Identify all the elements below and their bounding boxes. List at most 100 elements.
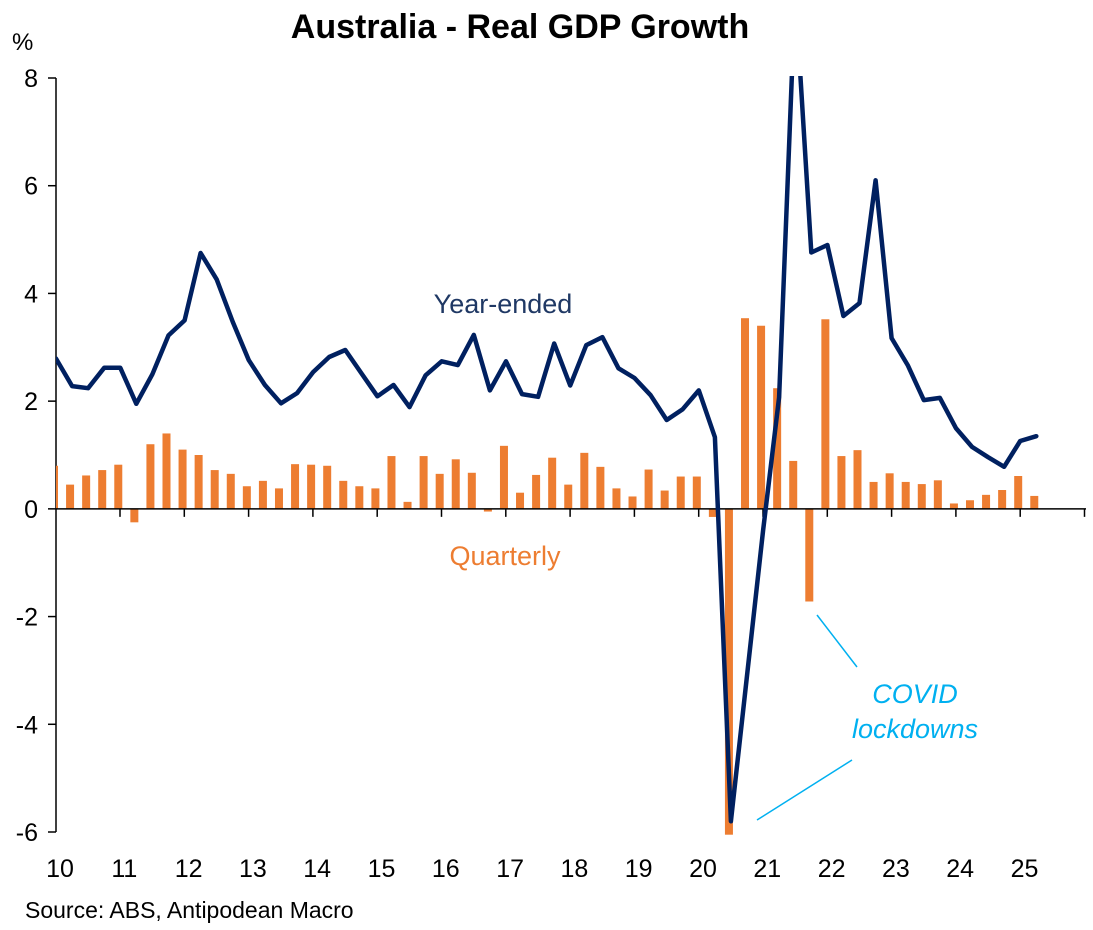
y-tick-label: 4 [24,280,38,308]
quarterly-bar [949,503,958,509]
quarterly-bar [821,319,830,509]
quarterly-bar [419,456,428,509]
quarterly-bar [82,475,91,509]
quarterly-bar [451,459,460,509]
y-axis: 8 6 4 2 0 -2 -4 -6 [16,65,57,847]
quarterly-bar [162,433,171,509]
quarterly-bar [403,501,412,509]
x-tick-label: 16 [432,855,460,883]
x-tick-label: 22 [818,855,846,883]
y-tick-label: 0 [24,496,38,524]
x-axis: 10 11 12 13 14 15 16 17 18 19 20 21 22 23 24 25 [46,508,1086,883]
quarterly-bar [307,464,316,509]
quarterly-bar [869,481,878,509]
x-tick-label: 11 [111,855,137,883]
quarterly-bar [516,492,525,509]
quarterly-bar [1014,476,1023,509]
quarterly-bar [965,500,974,509]
quarterly-bar [564,484,573,509]
y-tick-label: 8 [24,65,38,93]
quarterly-bar [291,464,300,509]
quarterly-bar [146,444,155,509]
chart-title: Australia - Real GDP Growth [291,8,749,46]
quarterly-bar [724,508,733,835]
quarterly-bar [580,452,589,509]
quarterly-bar [258,480,267,509]
quarterly-bar [114,464,123,509]
quarterly-bar [708,508,717,517]
quarterly-bar [323,465,332,509]
quarterly-bar [532,474,541,509]
quarterly-bar [757,325,766,509]
quarterly-bar [628,496,637,509]
quarterly-bar [1030,495,1039,509]
x-tick-label: 20 [689,855,717,883]
quarterly-bar [178,449,187,509]
x-tick-label: 12 [175,855,203,883]
source-note: Source: ABS, Antipodean Macro [25,897,354,923]
quarterly-bar [499,445,508,509]
x-tick-label: 15 [368,855,396,883]
y-tick-label: 2 [24,388,38,416]
quarterly-bar [692,476,701,509]
quarterly-bar [210,470,219,509]
quarterly-bar [274,488,283,509]
quarterly-bar [98,470,107,509]
quarterly-label: Quarterly [449,541,561,571]
quarterly-bar [644,469,653,509]
x-tick-label: 13 [239,855,267,883]
quarterly-bar [837,456,846,509]
x-tick-label: 25 [1011,855,1039,883]
covid-annotation-leader-1 [816,614,858,668]
quarterly-bar [901,481,910,509]
y-tick-label: -6 [16,819,38,847]
quarterly-bar [789,460,798,509]
quarterly-bar [355,486,364,509]
year-ended-line [56,76,1039,824]
quarterly-bar [998,490,1007,509]
y-tick-label: -4 [16,711,38,739]
x-tick-label: 18 [560,855,588,883]
quarterly-bar [130,508,139,523]
quarterly-bar [194,455,203,509]
quarterly-bar [660,490,669,509]
quarterly-bar [982,494,991,509]
quarterly-bar [435,473,444,509]
x-tick-label: 10 [46,855,74,883]
x-tick-label: 19 [625,855,653,883]
quarterly-bar [387,456,396,509]
quarterly-bar [853,450,862,509]
covid-annotation-line2: lockdowns [852,714,978,744]
quarterly-bar [612,488,621,509]
year-ended-label: Year-ended [434,289,573,319]
covid-annotation-line1: COVID [872,679,958,709]
quarterly-bar [548,457,557,509]
x-tick-label: 23 [882,855,910,883]
y-tick-label: -2 [16,604,38,632]
x-tick-label: 14 [303,855,331,883]
quarterly-bar [483,508,492,512]
covid-annotation-leader-2 [756,759,853,821]
quarterly-bar [741,318,750,509]
year-ended-line-group [56,76,1039,824]
quarterly-bar [676,476,685,509]
quarterly-bar [467,472,476,509]
quarterly-bar [56,465,58,509]
quarterly-bar [226,473,235,509]
quarterly-bar [242,486,251,509]
quarterly-bar [596,466,605,509]
quarterly-bar [339,480,348,509]
quarterly-bar [885,473,894,509]
quarterly-bars [56,318,1039,835]
x-tick-label: 24 [946,855,974,883]
y-tick-label: 6 [24,173,38,201]
quarterly-bar [933,480,942,509]
quarterly-bar [66,484,75,509]
quarterly-bar [773,388,782,509]
y-axis-unit-label: % [12,29,33,56]
x-tick-label: 21 [753,855,781,883]
quarterly-bar [371,488,380,509]
quarterly-bar [805,508,814,602]
x-tick-label: 17 [496,855,524,883]
